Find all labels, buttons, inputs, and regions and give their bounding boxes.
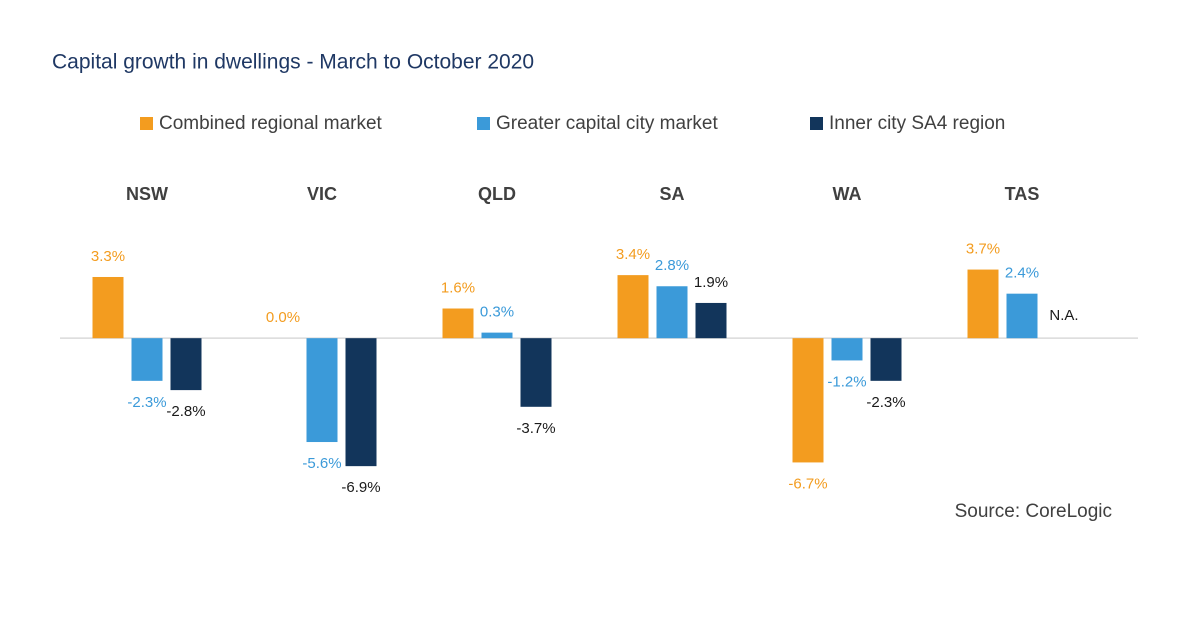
bar <box>617 275 649 339</box>
value-label: -6.7% <box>788 475 827 492</box>
value-label: -3.7% <box>516 420 555 437</box>
bar <box>656 286 688 339</box>
value-label: 0.3% <box>480 304 514 321</box>
value-label: -5.6% <box>302 455 341 472</box>
category-label: SA <box>659 184 684 204</box>
bar <box>92 276 124 339</box>
bar <box>792 338 824 463</box>
value-label: 2.8% <box>655 257 689 274</box>
value-label: 3.3% <box>91 248 125 265</box>
category-label: QLD <box>478 184 516 204</box>
value-label: 0.0% <box>266 309 300 326</box>
bar <box>870 338 902 381</box>
value-label: -2.8% <box>166 403 205 420</box>
legend-label: Greater capital city market <box>496 113 718 134</box>
value-label: 3.7% <box>966 241 1000 258</box>
legend-swatch <box>477 117 490 130</box>
bar <box>442 308 474 339</box>
value-label: -6.9% <box>341 479 380 496</box>
source: Source: CoreLogic <box>955 501 1112 522</box>
bar <box>131 338 163 381</box>
value-label: 1.6% <box>441 279 475 296</box>
value-label: 1.9% <box>694 274 728 291</box>
category-label: TAS <box>1005 184 1040 204</box>
value-label: 2.4% <box>1005 265 1039 282</box>
value-label: -2.3% <box>127 394 166 411</box>
value-label: N.A. <box>1049 307 1078 324</box>
bar <box>1006 293 1038 339</box>
category-label: VIC <box>307 184 337 204</box>
bar <box>306 338 338 443</box>
legend-label: Combined regional market <box>159 113 383 134</box>
chart-title: Capital growth in dwellings - March to O… <box>52 51 534 74</box>
value-label: 3.4% <box>616 246 650 263</box>
bar <box>481 332 513 339</box>
bar <box>695 302 727 339</box>
bar <box>967 269 999 339</box>
bar <box>831 338 863 361</box>
bar <box>520 338 552 407</box>
value-label: -2.3% <box>866 394 905 411</box>
legend-swatch <box>140 117 153 130</box>
legend-label: Inner city SA4 region <box>829 113 1005 134</box>
category-label: WA <box>833 184 862 204</box>
value-label: -1.2% <box>827 373 866 390</box>
legend-swatch <box>810 117 823 130</box>
category-label: NSW <box>126 184 168 204</box>
bar <box>345 338 377 467</box>
bar <box>170 338 202 391</box>
